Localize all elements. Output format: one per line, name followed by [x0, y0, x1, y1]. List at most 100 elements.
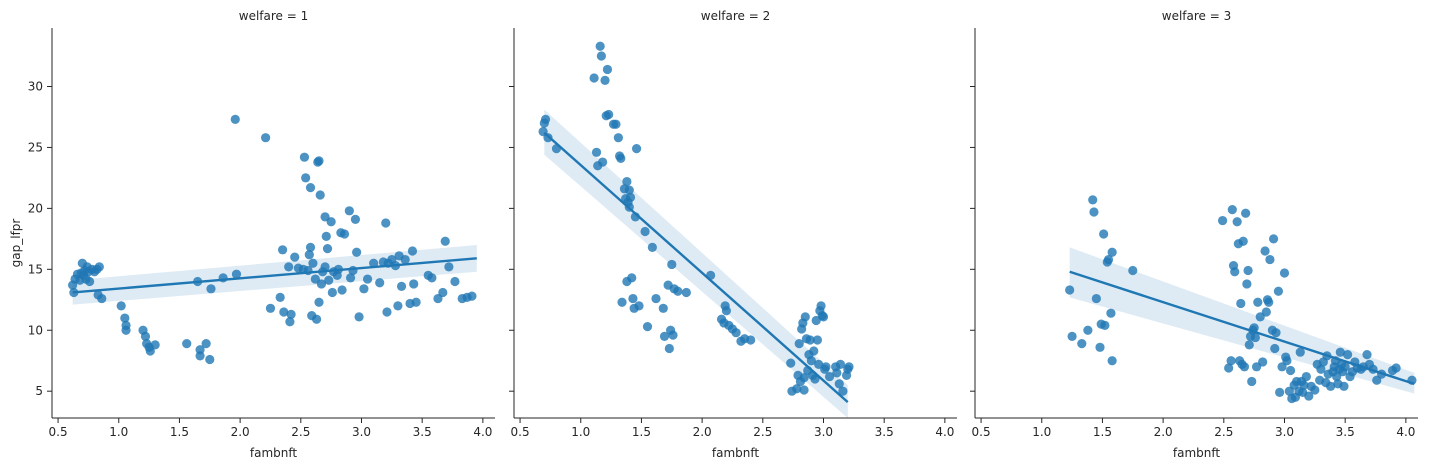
data-point [838, 386, 848, 396]
data-point [1077, 339, 1087, 349]
data-point [816, 301, 826, 311]
data-point [1260, 246, 1270, 256]
data-point [1241, 208, 1251, 218]
data-point [314, 297, 324, 307]
y-tick-label: 10 [28, 323, 43, 337]
data-point [1224, 363, 1234, 373]
data-point [844, 362, 854, 372]
data-point [362, 274, 373, 284]
data-point [1270, 343, 1280, 354]
confidence-band [544, 109, 848, 418]
facet-panel: welfare = 1 fambnft gap_lfpr 0.5 1.0 1.5 2.… [9, 9, 495, 460]
regression-line [72, 257, 477, 294]
data-point [314, 156, 324, 166]
data-point [337, 285, 347, 295]
data-point [1391, 363, 1401, 373]
x-axis-label: fambnft [712, 446, 760, 460]
data-point [359, 284, 369, 294]
y-tick-label: 25 [28, 140, 43, 154]
x-tick-label: 1.0 [1032, 425, 1051, 439]
data-point [640, 226, 650, 237]
data-point [600, 75, 610, 86]
data-point [1103, 254, 1114, 265]
data-point [467, 291, 477, 301]
data-point [1273, 286, 1284, 296]
data-point [616, 153, 626, 164]
data-point [598, 157, 608, 167]
data-point [1343, 350, 1353, 360]
data-point [444, 262, 454, 272]
data-point [668, 330, 678, 340]
data-point [832, 368, 842, 378]
data-point [150, 340, 160, 350]
data-point [540, 114, 551, 125]
data-point [818, 312, 829, 322]
panel-title: welfare = 2 [701, 9, 770, 23]
y-tick-label: 15 [28, 262, 43, 276]
data-point [1128, 265, 1138, 276]
x-axis-label: fambnft [1173, 446, 1221, 460]
y-tick-label: 5 [35, 384, 43, 398]
data-point [1099, 229, 1109, 239]
data-point [631, 144, 642, 154]
data-point [1230, 267, 1240, 277]
data-point [299, 152, 310, 162]
data-point [731, 328, 741, 338]
x-tick-label: 0.5 [49, 425, 68, 439]
data-point [1264, 297, 1274, 307]
data-point [746, 335, 756, 345]
y-tick-label: 20 [28, 201, 43, 215]
data-point [195, 345, 205, 355]
data-point [1106, 308, 1116, 318]
data-point [1339, 381, 1349, 391]
data-point [411, 297, 421, 307]
x-tick-label: 3.0 [814, 425, 833, 439]
data-point [407, 246, 418, 256]
data-point [721, 306, 731, 316]
data-point [1088, 195, 1098, 205]
data-point [311, 314, 322, 324]
data-point [1226, 356, 1236, 366]
data-point [326, 217, 336, 227]
x-tick-label: 0.5 [511, 425, 530, 439]
data-point [97, 293, 107, 304]
data-point [400, 254, 410, 265]
data-point [834, 379, 844, 389]
data-point [613, 133, 623, 143]
data-point [799, 373, 809, 383]
data-point [396, 281, 407, 291]
data-point [324, 275, 334, 285]
facet-panel: welfare = 3 fambnft 0.5 1.0 1.5 2.0 2.5 3.0 3.… [970, 9, 1418, 460]
data-point [1095, 342, 1105, 352]
data-point [279, 307, 289, 317]
data-point [1217, 215, 1228, 226]
data-point [230, 114, 240, 125]
x-tick-label: 3.5 [875, 425, 894, 439]
data-point [315, 190, 325, 200]
data-point [611, 119, 621, 129]
data-point [375, 278, 385, 288]
data-point [316, 279, 327, 289]
data-point [140, 331, 151, 341]
x-tick-label: 1.0 [109, 425, 128, 439]
data-point [786, 358, 796, 368]
data-point [409, 279, 419, 289]
data-point [1250, 332, 1260, 343]
data-point [308, 258, 318, 268]
data-point [1239, 362, 1250, 372]
data-point [304, 250, 314, 260]
data-point [602, 64, 613, 75]
data-point [794, 339, 804, 349]
data-point [589, 73, 599, 83]
data-point [627, 273, 637, 283]
data-point [121, 325, 131, 335]
data-point [821, 362, 831, 372]
data-point [1107, 356, 1117, 366]
data-point [1238, 236, 1248, 246]
data-point [1091, 293, 1101, 304]
data-point [1065, 285, 1075, 295]
data-point [382, 307, 392, 317]
data-point [659, 331, 670, 341]
data-point [1089, 207, 1099, 217]
